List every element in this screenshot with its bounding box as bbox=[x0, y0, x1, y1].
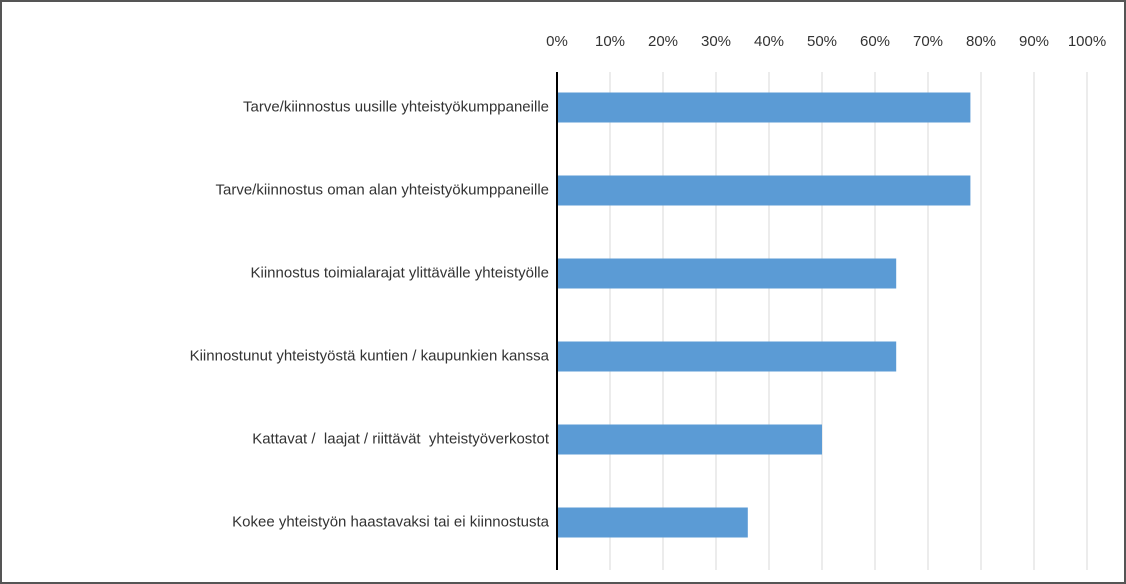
y-tick-label: Kiinnostunut yhteistyöstä kuntien / kaup… bbox=[190, 347, 550, 364]
x-tick-label: 100% bbox=[1068, 33, 1106, 50]
x-tick-label: 50% bbox=[807, 33, 837, 50]
y-tick-label: Tarve/kiinnostus oman alan yhteistyökump… bbox=[215, 181, 549, 198]
bar bbox=[557, 175, 971, 206]
x-tick-label: 80% bbox=[966, 33, 996, 50]
bar bbox=[557, 507, 748, 538]
y-tick-label: Kokee yhteistyön haastavaksi tai ei kiin… bbox=[232, 513, 550, 530]
x-tick-label: 40% bbox=[754, 33, 784, 50]
bar bbox=[557, 92, 971, 123]
x-tick-label: 30% bbox=[701, 33, 731, 50]
bar bbox=[557, 258, 897, 289]
y-tick-label: Tarve/kiinnostus uusille yhteistyökumppa… bbox=[243, 98, 549, 115]
x-tick-label: 20% bbox=[648, 33, 678, 50]
bar bbox=[557, 341, 897, 372]
bar bbox=[557, 424, 822, 455]
y-tick-label: Kiinnostus toimialarajat ylittävälle yht… bbox=[251, 264, 549, 281]
x-tick-label: 10% bbox=[595, 33, 625, 50]
y-tick-label: Kattavat / laajat / riittävät yhteistyöv… bbox=[252, 430, 550, 447]
x-tick-label: 60% bbox=[860, 33, 890, 50]
x-tick-label: 0% bbox=[546, 33, 568, 50]
x-tick-label: 90% bbox=[1019, 33, 1049, 50]
x-tick-label: 70% bbox=[913, 33, 943, 50]
